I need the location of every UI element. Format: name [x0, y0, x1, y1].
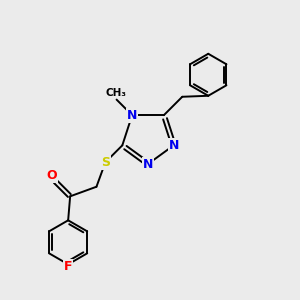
Text: S: S: [101, 156, 110, 169]
Text: N: N: [143, 158, 153, 170]
Text: F: F: [64, 260, 72, 273]
Text: CH₃: CH₃: [105, 88, 126, 98]
Text: N: N: [127, 109, 137, 122]
Text: O: O: [46, 169, 57, 182]
Text: N: N: [169, 139, 179, 152]
